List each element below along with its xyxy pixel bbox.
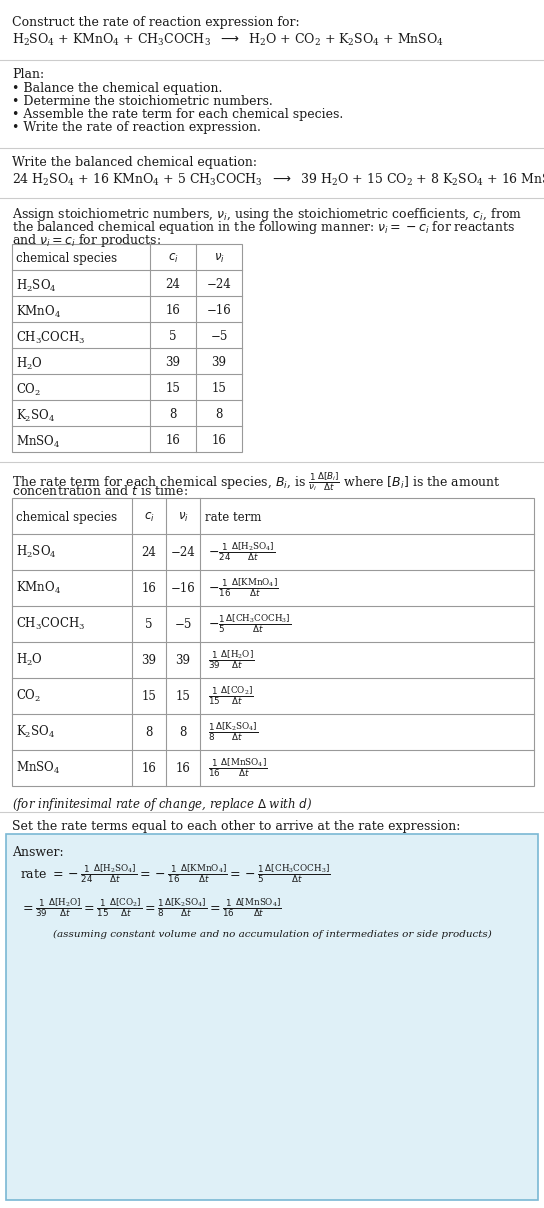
Text: and $\nu_i = c_i$ for products:: and $\nu_i = c_i$ for products:: [12, 232, 161, 249]
Text: −16: −16: [207, 304, 231, 316]
Text: 15: 15: [141, 690, 157, 703]
Text: 5: 5: [145, 617, 153, 631]
Text: $\mathregular{H_2O}$: $\mathregular{H_2O}$: [16, 356, 43, 372]
Text: Construct the rate of reaction expression for:: Construct the rate of reaction expressio…: [12, 16, 300, 29]
Text: chemical species: chemical species: [16, 511, 117, 524]
Text: $\mathregular{CH_3COCH_3}$: $\mathregular{CH_3COCH_3}$: [16, 616, 85, 632]
Text: 39: 39: [212, 356, 226, 368]
Text: 8: 8: [169, 408, 177, 422]
Text: $\mathregular{KMnO_4}$: $\mathregular{KMnO_4}$: [16, 580, 61, 596]
Text: $\mathregular{MnSO_4}$: $\mathregular{MnSO_4}$: [16, 760, 60, 776]
Text: 16: 16: [212, 434, 226, 447]
Text: rate term: rate term: [205, 511, 261, 524]
Text: 16: 16: [165, 304, 181, 316]
Text: $c_i$: $c_i$: [144, 511, 154, 524]
Text: $\mathregular{CO_2}$: $\mathregular{CO_2}$: [16, 382, 41, 399]
Text: 8: 8: [215, 408, 222, 422]
Text: $\frac{1}{8}\frac{\Delta[\mathregular{K_2SO_4}]}{\Delta t}$: $\frac{1}{8}\frac{\Delta[\mathregular{K_…: [208, 721, 258, 743]
Text: −24: −24: [207, 278, 231, 291]
Text: 15: 15: [212, 382, 226, 395]
Text: $-\frac{1}{16}\frac{\Delta[\mathregular{KMnO_4}]}{\Delta t}$: $-\frac{1}{16}\frac{\Delta[\mathregular{…: [208, 576, 279, 599]
Text: $\mathregular{H_2O}$: $\mathregular{H_2O}$: [16, 652, 43, 668]
Text: 15: 15: [165, 382, 181, 395]
Text: 39: 39: [141, 654, 157, 667]
Text: 16: 16: [141, 581, 157, 594]
Text: Answer:: Answer:: [12, 846, 64, 859]
Text: $\frac{1}{15}\frac{\Delta[\mathregular{CO_2}]}{\Delta t}$: $\frac{1}{15}\frac{\Delta[\mathregular{C…: [208, 685, 254, 708]
Text: $\mathregular{H_2SO_4}$ + $\mathregular{KMnO_4}$ + $\mathregular{CH_3COCH_3}$  $: $\mathregular{H_2SO_4}$ + $\mathregular{…: [12, 31, 444, 48]
Text: $= \frac{1}{39}\frac{\Delta[\mathregular{H_2O}]}{\Delta t}$$ = \frac{1}{15}\frac: $= \frac{1}{39}\frac{\Delta[\mathregular…: [20, 896, 282, 918]
Text: Set the rate terms equal to each other to arrive at the rate expression:: Set the rate terms equal to each other t…: [12, 820, 460, 834]
Text: 15: 15: [176, 690, 190, 703]
Text: −16: −16: [171, 581, 195, 594]
Text: 16: 16: [141, 761, 157, 774]
Text: $\frac{1}{16}\frac{\Delta[\mathregular{MnSO_4}]}{\Delta t}$: $\frac{1}{16}\frac{\Delta[\mathregular{M…: [208, 756, 268, 779]
Text: $\nu_i$: $\nu_i$: [177, 511, 188, 524]
FancyBboxPatch shape: [6, 834, 538, 1200]
Text: the balanced chemical equation in the following manner: $\nu_i = -c_i$ for react: the balanced chemical equation in the fo…: [12, 219, 515, 236]
Text: $\nu_i$: $\nu_i$: [214, 252, 225, 265]
Text: concentration and $t$ is time:: concentration and $t$ is time:: [12, 484, 188, 498]
Text: −5: −5: [211, 330, 228, 343]
Text: $\mathregular{MnSO_4}$: $\mathregular{MnSO_4}$: [16, 434, 60, 451]
Text: −5: −5: [174, 617, 191, 631]
Text: $\mathregular{H_2SO_4}$: $\mathregular{H_2SO_4}$: [16, 544, 57, 561]
Text: Plan:: Plan:: [12, 68, 44, 81]
Text: • Assemble the rate term for each chemical species.: • Assemble the rate term for each chemic…: [12, 108, 343, 121]
Text: $\mathregular{K_2SO_4}$: $\mathregular{K_2SO_4}$: [16, 724, 55, 741]
Text: $\mathregular{H_2SO_4}$: $\mathregular{H_2SO_4}$: [16, 278, 57, 294]
Text: 5: 5: [169, 330, 177, 343]
Text: $-\frac{1}{5}\frac{\Delta[\mathregular{CH_3COCH_3}]}{\Delta t}$: $-\frac{1}{5}\frac{\Delta[\mathregular{C…: [208, 612, 292, 635]
Text: $\mathregular{KMnO_4}$: $\mathregular{KMnO_4}$: [16, 304, 61, 320]
Text: $\mathregular{K_2SO_4}$: $\mathregular{K_2SO_4}$: [16, 408, 55, 424]
Text: 8: 8: [180, 726, 187, 738]
Text: $\mathregular{CO_2}$: $\mathregular{CO_2}$: [16, 687, 41, 704]
Text: $\mathregular{CH_3COCH_3}$: $\mathregular{CH_3COCH_3}$: [16, 330, 85, 347]
Bar: [12, 244, 242, 452]
Text: $\mathregular{24\ H_2SO_4}$ + $\mathregular{16\ KMnO_4}$ + $\mathregular{5\ CH_3: $\mathregular{24\ H_2SO_4}$ + $\mathregu…: [12, 172, 544, 188]
Text: Assign stoichiometric numbers, $\nu_i$, using the stoichiometric coefficients, $: Assign stoichiometric numbers, $\nu_i$, …: [12, 207, 522, 223]
Text: $c_i$: $c_i$: [168, 252, 178, 265]
Text: chemical species: chemical species: [16, 252, 117, 265]
Text: −24: −24: [171, 546, 195, 558]
Bar: [12, 498, 534, 786]
Text: • Write the rate of reaction expression.: • Write the rate of reaction expression.: [12, 121, 261, 134]
Text: rate $= -\frac{1}{24}\frac{\Delta[\mathregular{H_2SO_4}]}{\Delta t}$$ = -\frac{1: rate $= -\frac{1}{24}\frac{\Delta[\mathr…: [20, 863, 331, 884]
Text: 16: 16: [165, 434, 181, 447]
Text: $-\frac{1}{24}\frac{\Delta[\mathregular{H_2SO_4}]}{\Delta t}$: $-\frac{1}{24}\frac{\Delta[\mathregular{…: [208, 541, 275, 563]
Text: $\frac{1}{39}\frac{\Delta[\mathregular{H_2O}]}{\Delta t}$: $\frac{1}{39}\frac{\Delta[\mathregular{H…: [208, 649, 255, 672]
Text: (for infinitesimal rate of change, replace $\Delta$ with $d$): (for infinitesimal rate of change, repla…: [12, 796, 312, 813]
Text: 39: 39: [165, 356, 181, 368]
Text: 24: 24: [141, 546, 157, 558]
Text: The rate term for each chemical species, $B_i$, is $\frac{1}{\nu_i}\frac{\Delta[: The rate term for each chemical species,…: [12, 470, 500, 493]
Text: 24: 24: [165, 278, 181, 291]
Text: 39: 39: [176, 654, 190, 667]
Text: Write the balanced chemical equation:: Write the balanced chemical equation:: [12, 156, 257, 169]
Text: 8: 8: [145, 726, 153, 738]
Text: (assuming constant volume and no accumulation of intermediates or side products): (assuming constant volume and no accumul…: [53, 930, 491, 939]
Text: 16: 16: [176, 761, 190, 774]
Text: • Balance the chemical equation.: • Balance the chemical equation.: [12, 82, 222, 95]
Text: • Determine the stoichiometric numbers.: • Determine the stoichiometric numbers.: [12, 95, 273, 108]
